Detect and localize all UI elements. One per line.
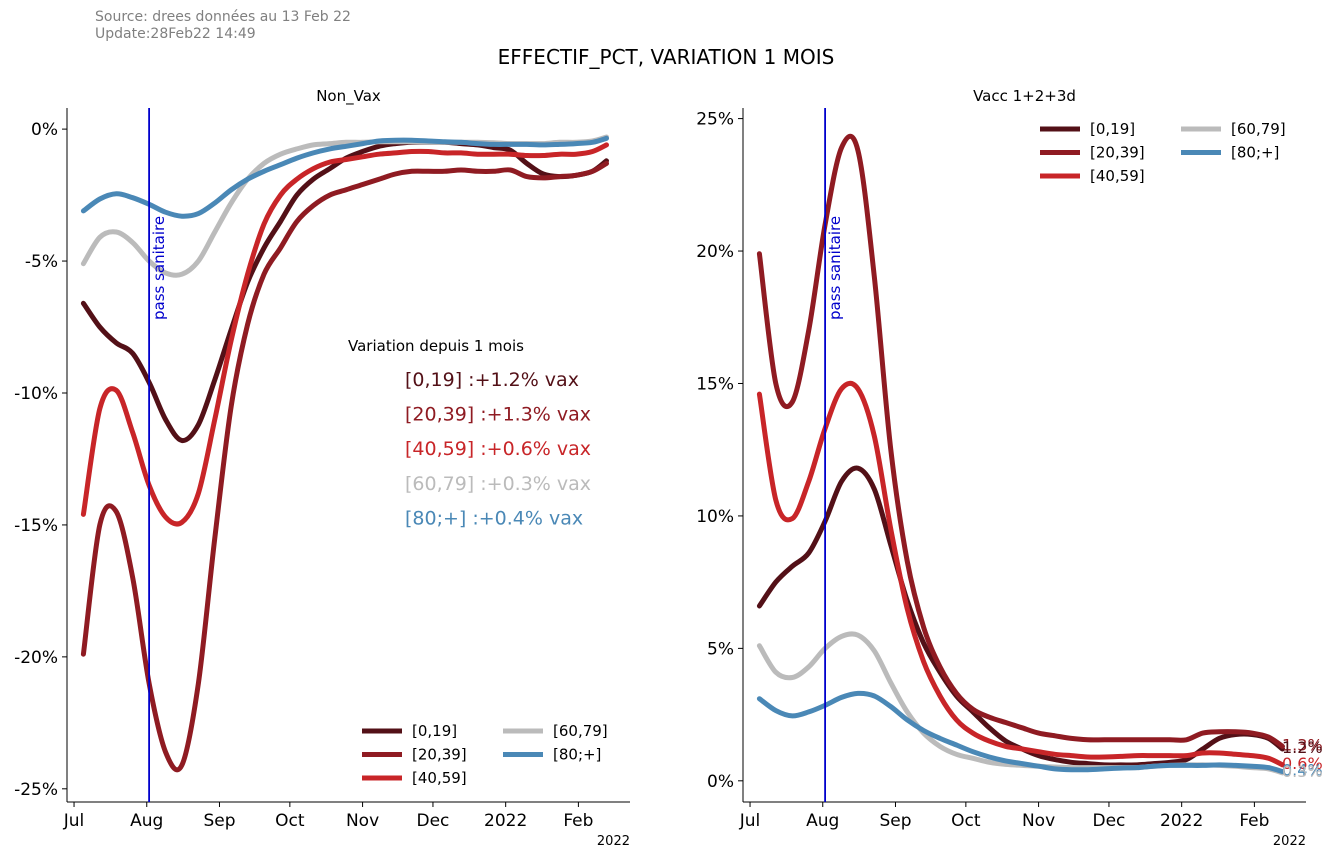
y-tick-label: -10% <box>14 384 58 404</box>
annotation-line: [40,59] :+0.6% vax <box>405 438 591 460</box>
annotation-line: [60,79] :+0.3% vax <box>405 473 591 495</box>
x-tick-label: Dec <box>1092 811 1125 831</box>
end-label: 0.6% <box>1282 754 1323 773</box>
legend-label: [60,79] <box>553 722 608 740</box>
end-label: 1.2% <box>1282 738 1323 757</box>
series-line <box>756 465 1285 768</box>
series-line <box>80 142 609 527</box>
x-tick-label: Oct <box>951 811 981 831</box>
legend-label: [0,19] <box>412 722 457 740</box>
x-tick-label: Feb <box>1239 811 1269 831</box>
annotation-title: Variation depuis 1 mois <box>348 337 524 355</box>
x-tick-label: Sep <box>879 811 911 831</box>
legend-label: [20,39] <box>1090 144 1145 162</box>
series-line <box>80 135 609 219</box>
x-tick-label: Jul <box>739 811 761 831</box>
legend-label: [80;+] <box>553 746 601 764</box>
event-vline-label: pass sanitaire <box>150 216 168 320</box>
x-tick-label: Feb <box>563 811 593 831</box>
y-tick-label: 0% <box>31 120 58 140</box>
y-tick-label: 20% <box>696 242 734 262</box>
series-line <box>80 160 609 773</box>
x-tick-label: Jul <box>63 811 85 831</box>
panel-vacc: Vacc 1+2+3d 0% 5% 10% 15% 20% 25% Jul Aug Sep Oct N… <box>696 87 1322 849</box>
y-tick-label: 25% <box>696 110 734 130</box>
figure-title: EFFECTIF_PCT, VARIATION 1 MOIS <box>498 45 835 69</box>
source-text: Source: drees données au 13 Feb 22 <box>95 9 351 25</box>
event-vline-label: pass sanitaire <box>826 216 844 320</box>
y-tick-label: 15% <box>696 374 734 394</box>
annotation-line: [20,39] :+1.3% vax <box>405 404 591 426</box>
x-tick-label: Sep <box>203 811 235 831</box>
x-offset-label: 2022 <box>1273 834 1306 849</box>
x-tick-label: 2022 <box>1160 811 1203 831</box>
x-tick-label: Oct <box>275 811 305 831</box>
legend-label: [0,19] <box>1090 120 1135 138</box>
x-tick-label: Nov <box>1022 811 1055 831</box>
legend-label: [60,79] <box>1231 120 1286 138</box>
panel-title: Non_Vax <box>316 87 381 106</box>
legend-label: [20,39] <box>412 746 467 764</box>
legend-label: [40,59] <box>412 769 467 787</box>
end-label: 1.3% <box>1282 735 1323 754</box>
x-tick-label: Aug <box>130 811 163 831</box>
y-tick-label: 5% <box>707 639 734 659</box>
end-label: 0.3% <box>1282 762 1323 781</box>
annotation-line: [80;+] :+0.4% vax <box>405 507 583 529</box>
legend-label: [80;+] <box>1231 144 1279 162</box>
y-tick-label: -20% <box>14 648 58 668</box>
x-tick-label: 2022 <box>484 811 527 831</box>
x-offset-label: 2022 <box>597 834 630 849</box>
panel-non-vax: Non_Vax 0% -5% -10% -15% -20% -25%Jul Aug Sep Oct… <box>14 87 630 849</box>
annotation-line: [0,19] :+1.2% vax <box>405 369 579 391</box>
y-tick-label: -15% <box>14 516 58 536</box>
x-tick-label: Nov <box>346 811 379 831</box>
x-tick-label: Dec <box>416 811 449 831</box>
end-label: 0.4% <box>1282 761 1323 780</box>
y-tick-label: 0% <box>707 772 734 792</box>
series-line <box>756 133 1285 749</box>
series-line <box>756 690 1285 774</box>
panel-title: Vacc 1+2+3d <box>973 87 1076 105</box>
y-tick-label: -25% <box>14 780 58 800</box>
y-tick-label: -5% <box>25 252 58 272</box>
x-tick-label: Aug <box>806 811 839 831</box>
update-text: Update:28Feb22 14:49 <box>95 26 256 42</box>
y-tick-label: 10% <box>696 507 734 527</box>
legend-label: [40,59] <box>1090 167 1145 185</box>
series-line <box>756 380 1285 768</box>
